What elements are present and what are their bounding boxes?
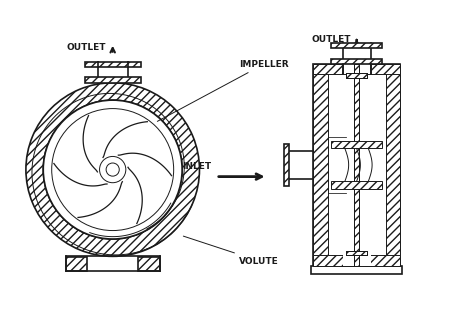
Bar [313,64,328,266]
Bar [346,73,367,78]
Text: IMPELLER: IMPELLER [157,59,289,121]
FancyBboxPatch shape [66,257,87,272]
Bar [313,255,400,266]
Text: INLET: INLET [182,162,211,171]
Bar [313,64,400,74]
Bar [331,141,383,148]
Bar [346,251,367,255]
Bar [284,144,289,186]
Bar [346,251,367,255]
Bar [331,43,383,48]
Bar [84,62,141,67]
Bar [354,64,359,266]
Circle shape [100,156,126,183]
Bar [311,266,402,274]
Bar [346,73,367,78]
Bar [331,59,383,64]
Bar [331,181,383,189]
Text: OUTLET: OUTLET [311,35,351,44]
FancyBboxPatch shape [138,257,160,272]
Bar [313,64,400,266]
Bar [354,64,359,266]
Bar [343,255,371,266]
Circle shape [43,100,182,239]
Bar [386,64,400,266]
Bar [84,77,141,83]
Circle shape [106,163,119,176]
Bar [343,62,371,74]
Circle shape [52,109,173,230]
Text: OUTLET: OUTLET [66,43,106,52]
Text: VOLUTE: VOLUTE [183,236,279,266]
